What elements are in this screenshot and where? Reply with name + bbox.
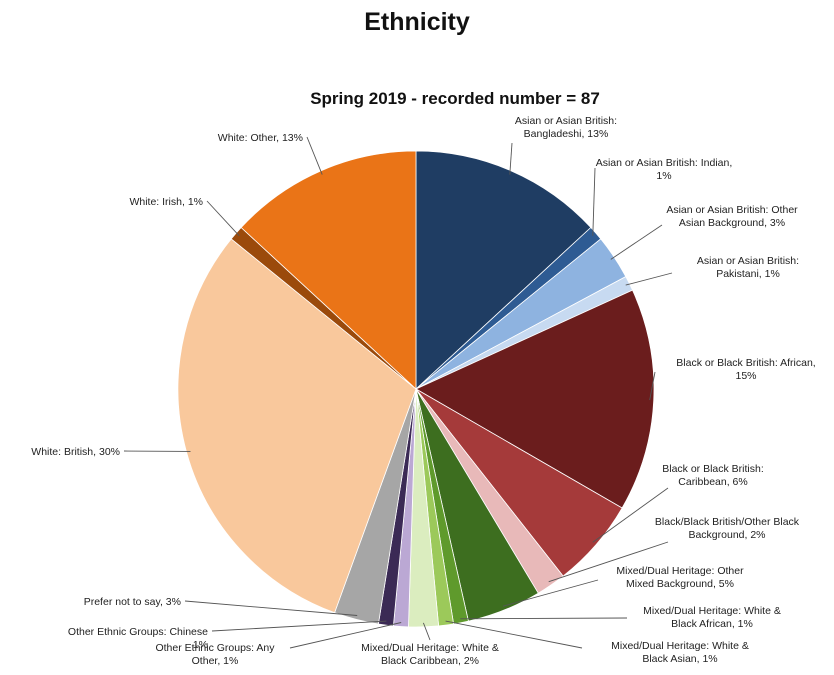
pie-slice-5 xyxy=(415,289,655,509)
leader-line-13 xyxy=(211,620,387,632)
page-title: Ethnicity xyxy=(364,8,470,36)
leader-line-2 xyxy=(592,167,596,236)
slice-label-6: Black or Black British: Caribbean, 6% xyxy=(662,463,764,488)
leader-line-17 xyxy=(306,136,323,175)
slice-label-16: White: Irish, 1% xyxy=(129,196,203,208)
slice-label-13: Other Ethnic Groups: Chinese 1% xyxy=(68,626,208,651)
leader-line-3 xyxy=(610,224,663,260)
pie-slice-1 xyxy=(415,150,592,390)
leader-line-14 xyxy=(184,600,358,616)
slice-label-5: Black or Black British: African, 15% xyxy=(676,357,815,382)
leader-line-8 xyxy=(502,579,599,607)
slice-label-1: Asian or Asian British: Bangladeshi, 13% xyxy=(515,115,617,140)
slice-label-9: Mixed/Dual Heritage: White & Black Africa… xyxy=(643,605,781,630)
slice-label-14: Prefer not to say, 3% xyxy=(84,596,181,608)
slice-label-8: Mixed/Dual Heritage: Other Mixed Backgrou… xyxy=(616,565,744,590)
pie-slice-15 xyxy=(177,238,417,614)
chart-title: Spring 2019 - recorded number = 87 xyxy=(310,89,600,108)
slice-label-2: Asian or Asian British: Indian, 1% xyxy=(596,157,733,182)
leader-line-6 xyxy=(592,487,669,543)
slice-label-10: Mixed/Dual Heritage: White & Black Asian,… xyxy=(611,640,749,665)
leader-line-16 xyxy=(206,200,240,237)
leader-line-1 xyxy=(509,142,513,175)
leader-line-12 xyxy=(289,622,402,649)
leader-line-7 xyxy=(548,541,669,583)
leader-line-4 xyxy=(625,272,673,286)
slice-label-4: Asian or Asian British: Pakistani, 1% xyxy=(697,255,799,280)
leader-line-11 xyxy=(422,622,431,641)
slice-label-17: White: Other, 13% xyxy=(218,132,303,144)
leader-line-5 xyxy=(649,371,656,401)
slice-label-12: Other Ethnic Groups: Any Other, 1% xyxy=(155,642,275,667)
slice-label-7: Black/Black British/Other Black Backgroun… xyxy=(655,516,800,541)
slice-label-15: White: British, 30% xyxy=(31,446,120,458)
slice-label-3: Asian or Asian British: Other Asian Backg… xyxy=(666,204,798,229)
leader-line-9 xyxy=(460,617,628,620)
slice-label-11: Mixed/Dual Heritage: White & Black Caribb… xyxy=(361,642,499,667)
leader-line-10 xyxy=(445,620,583,649)
